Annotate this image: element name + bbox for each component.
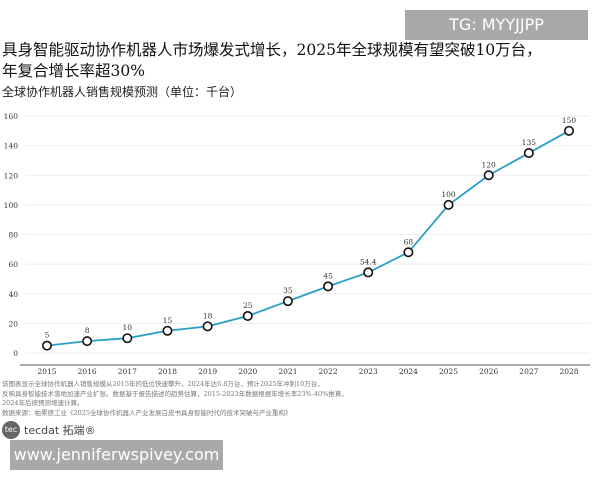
chart-title: 全球协作机器人销售规模预测（单位：千台） bbox=[2, 85, 243, 99]
data-label: 25 bbox=[243, 301, 253, 310]
footnote: 反映具身智能技术落地加速产业扩张。数据基于报告描述的趋势估算，2015-2023… bbox=[2, 389, 348, 398]
headline-line-2: 年复合增长率超30% bbox=[2, 62, 145, 80]
footnotes: 该图表显示全球协作机器人销售规模从2015年的低位快速攀升，2024年达6.8万… bbox=[2, 380, 348, 418]
chart-headline: 具身智能驱动协作机器人市场爆发式增长，2025年全球规模有望突破10万台， 年复合… bbox=[2, 40, 542, 82]
data-label: 135 bbox=[522, 138, 537, 147]
data-point bbox=[41, 340, 52, 351]
data-label: 15 bbox=[163, 316, 173, 325]
data-label: 150 bbox=[562, 116, 577, 125]
y-tick-label: 160 bbox=[4, 112, 19, 121]
url-watermark: www.jenniferwspivey.com bbox=[10, 440, 223, 470]
data-point bbox=[403, 247, 414, 258]
footnote: 2024年后按预测增速计算。 bbox=[2, 399, 84, 407]
x-tick-label: 2023 bbox=[359, 367, 378, 376]
source-note: 数据来源：帕累德工业《2025全球协作机器人产业发展白皮书具身智能时代的技术突破… bbox=[2, 408, 292, 417]
x-tick-label: 2020 bbox=[238, 367, 257, 376]
x-tick-label: 2021 bbox=[278, 367, 297, 376]
data-point bbox=[122, 333, 133, 344]
x-tick-label: 2028 bbox=[559, 367, 578, 376]
data-label: 100 bbox=[441, 190, 456, 199]
tecdat-logo: tec tecdat 拓端® bbox=[2, 421, 96, 439]
data-point bbox=[483, 170, 494, 181]
x-tick-label: 2022 bbox=[319, 367, 338, 376]
data-label: 5 bbox=[45, 331, 50, 340]
y-tick-label: 140 bbox=[4, 142, 19, 151]
tg-watermark: TG: MYYJJPP bbox=[405, 10, 588, 40]
data-label: 68 bbox=[404, 237, 414, 246]
data-point bbox=[563, 125, 574, 136]
data-label: 18 bbox=[203, 311, 213, 320]
data-point bbox=[443, 199, 454, 210]
x-tick-label: 2017 bbox=[118, 367, 137, 376]
x-tick-label: 2015 bbox=[37, 367, 56, 376]
y-tick-label: 120 bbox=[4, 171, 19, 180]
line-chart: 0 20 40 60 80 100 120 140 160 2015 2016 2017 2018 201… bbox=[4, 112, 590, 376]
data-label: 54.4 bbox=[360, 257, 377, 266]
x-tick-label: 2026 bbox=[479, 367, 498, 376]
x-tick-label: 2025 bbox=[439, 367, 458, 376]
x-tick-label: 2019 bbox=[198, 367, 217, 376]
y-tick-label: 20 bbox=[8, 319, 18, 328]
logo-text: tecdat 拓端® bbox=[24, 424, 96, 437]
data-point bbox=[202, 321, 213, 332]
data-point bbox=[363, 267, 374, 278]
y-tick-label: 0 bbox=[13, 349, 18, 358]
y-tick-label: 80 bbox=[8, 231, 18, 240]
data-label: 45 bbox=[323, 271, 333, 280]
data-label: 35 bbox=[283, 286, 293, 295]
x-tick-label: 2027 bbox=[519, 367, 538, 376]
data-point bbox=[523, 148, 534, 159]
data-point bbox=[282, 296, 293, 307]
data-label: 120 bbox=[482, 160, 497, 169]
data-point bbox=[323, 281, 334, 292]
x-tick-label: 2016 bbox=[78, 367, 97, 376]
x-tick-label: 2024 bbox=[399, 367, 418, 376]
data-label: 8 bbox=[85, 326, 90, 335]
y-tick-label: 40 bbox=[8, 290, 18, 299]
data-point bbox=[162, 325, 173, 336]
data-label: 10 bbox=[123, 323, 133, 332]
logo-mark: tec bbox=[2, 421, 20, 439]
x-tick-label: 2018 bbox=[158, 367, 177, 376]
y-tick-label: 60 bbox=[8, 260, 18, 269]
footnote: 该图表显示全球协作机器人销售规模从2015年的低位快速攀升，2024年达6.8万… bbox=[2, 380, 324, 388]
data-point bbox=[242, 310, 253, 321]
y-tick-label: 100 bbox=[4, 201, 19, 210]
headline-line-1: 具身智能驱动协作机器人市场爆发式增长，2025年全球规模有望突破10万台， bbox=[2, 41, 542, 59]
data-point bbox=[82, 336, 93, 347]
series-line bbox=[46, 130, 570, 347]
